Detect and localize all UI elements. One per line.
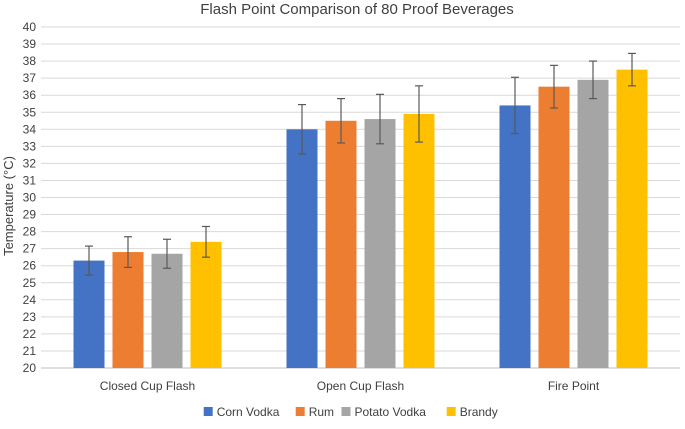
y-tick-label: 28 <box>23 225 37 239</box>
legend-label: Brandy <box>460 405 498 419</box>
y-tick-label: 34 <box>23 122 37 136</box>
y-tick-label: 20 <box>23 361 37 375</box>
y-tick-label: 27 <box>23 242 37 256</box>
bar <box>617 70 648 368</box>
y-axis-label: Temperature (°C) <box>1 156 16 256</box>
bar <box>539 87 570 368</box>
bar <box>287 129 318 368</box>
y-tick-label: 31 <box>23 173 37 187</box>
y-tick-label: 35 <box>23 105 37 119</box>
y-tick-label: 29 <box>23 208 37 222</box>
bar <box>191 242 222 368</box>
y-axis-ticks: 20 21 22 23 24 25 26 27 28 29 30 31 32 33 34 35 36 37 38 39… <box>23 20 37 375</box>
y-tick-label: 25 <box>23 276 37 290</box>
x-tick-label: Open Cup Flash <box>317 379 404 393</box>
y-tick-label: 33 <box>23 139 37 153</box>
legend-label: Potato Vodka <box>355 405 427 419</box>
legend-swatch <box>296 407 305 416</box>
bar <box>578 80 609 368</box>
y-tick-label: 36 <box>23 88 37 102</box>
legend: Corn Vodka Rum Potato Vodka Brandy <box>204 405 498 419</box>
bar <box>326 121 357 368</box>
bar <box>74 261 105 368</box>
legend-label: Rum <box>309 405 334 419</box>
bar <box>152 254 183 368</box>
y-tick-label: 23 <box>23 310 37 324</box>
x-axis-ticks: Closed Cup Flash Open Cup Flash Fire Point <box>100 379 600 393</box>
y-tick-label: 26 <box>23 259 37 273</box>
y-tick-label: 40 <box>23 20 37 34</box>
legend-swatch <box>342 407 351 416</box>
chart-title: Flash Point Comparison of 80 Proof Bever… <box>200 1 514 18</box>
x-tick-label: Fire Point <box>548 379 600 393</box>
y-tick-label: 37 <box>23 71 37 85</box>
y-tick-label: 24 <box>23 293 37 307</box>
y-tick-label: 39 <box>23 37 37 51</box>
legend-swatch <box>447 407 456 416</box>
y-tick-label: 30 <box>23 191 37 205</box>
bars <box>74 53 648 368</box>
legend-label: Corn Vodka <box>217 405 280 419</box>
bar <box>365 119 396 368</box>
legend-swatch <box>204 407 213 416</box>
bar <box>113 252 144 368</box>
x-tick-label: Closed Cup Flash <box>100 379 195 393</box>
bar <box>404 114 435 368</box>
y-tick-label: 22 <box>23 327 37 341</box>
y-tick-label: 32 <box>23 156 37 170</box>
y-tick-label: 38 <box>23 54 37 68</box>
y-tick-label: 21 <box>23 344 37 358</box>
bar <box>500 105 531 368</box>
